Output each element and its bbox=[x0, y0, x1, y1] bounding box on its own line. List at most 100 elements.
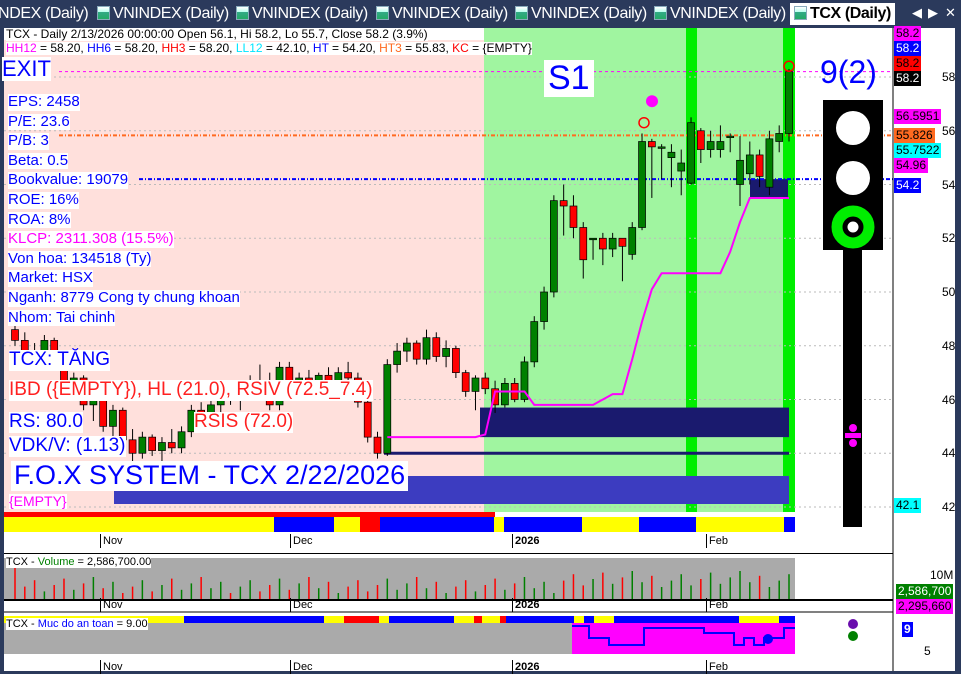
candle-down bbox=[598, 237, 607, 250]
x-tick-label: 2026 bbox=[512, 660, 539, 674]
candle-down bbox=[452, 348, 460, 373]
peak-marker bbox=[638, 116, 650, 129]
signal-strip bbox=[334, 517, 360, 532]
volume-axis-label: 10M bbox=[930, 568, 954, 582]
candle-up bbox=[501, 383, 509, 406]
volume-current-tag: 2,586,700 bbox=[896, 584, 954, 599]
chart-icon bbox=[654, 6, 667, 20]
chart-window: TCX - Daily 2/13/2026 00:00:00 Open 56.1… bbox=[2, 26, 958, 674]
price-tag: 58.2 bbox=[894, 56, 922, 71]
candle-up bbox=[706, 141, 715, 150]
safety-ticker: TCX - bbox=[6, 618, 38, 630]
candle-down bbox=[755, 154, 764, 177]
tab-vnindex-2[interactable]: VNINDEX (Daily) bbox=[236, 3, 368, 25]
indicator-value: = 42.10, bbox=[262, 41, 313, 55]
signal-strip bbox=[784, 517, 795, 532]
safety-axis-label: 5 bbox=[924, 644, 931, 658]
safety-pane-label: TCX - Muc do an toan = 9.00 bbox=[6, 618, 148, 631]
ibd-label: IBD ({EMPTY}), HL (21.0), RSIV (72.5_7.4… bbox=[9, 379, 373, 401]
close-tab-icon[interactable]: ✕ bbox=[945, 5, 956, 20]
candle-down bbox=[432, 337, 441, 357]
scroll-left-icon[interactable]: ◀ bbox=[912, 5, 922, 20]
light-off-icon bbox=[836, 161, 870, 195]
highlight-bar bbox=[783, 28, 795, 512]
signal-strip bbox=[582, 517, 639, 532]
tab-tcx-active[interactable]: TCX (Daily) bbox=[790, 3, 895, 25]
tab-index[interactable]: INDEX (Daily) bbox=[0, 3, 89, 25]
indicator-value: = 55.83, bbox=[401, 41, 453, 55]
x-tick-label: 2026 bbox=[512, 598, 539, 612]
candle-up bbox=[383, 364, 392, 454]
light-center bbox=[846, 220, 860, 234]
ohlc-readout: TCX - Daily 2/13/2026 00:00:00 Open 56.1… bbox=[6, 27, 428, 41]
candle-up bbox=[109, 409, 117, 427]
status-dot bbox=[848, 619, 858, 629]
signal-strip bbox=[639, 517, 696, 532]
candle-down bbox=[167, 442, 176, 449]
safety-strip bbox=[500, 616, 506, 623]
safety-strip bbox=[344, 616, 379, 623]
empty-label: {EMPTY} bbox=[9, 493, 67, 510]
marker-bar bbox=[845, 433, 861, 438]
candle-up bbox=[765, 138, 774, 188]
candle-up bbox=[158, 442, 166, 451]
tab-vnindex-5[interactable]: VNINDEX (Daily) bbox=[654, 3, 786, 25]
x-tick-label: Nov bbox=[100, 598, 123, 612]
candle-up bbox=[657, 146, 666, 149]
tab-label: INDEX (Daily) bbox=[0, 5, 89, 22]
light-off-icon bbox=[836, 111, 870, 145]
y-tick-label: 56 bbox=[942, 123, 956, 138]
marker-dot bbox=[849, 424, 857, 432]
rsis-label: RSIS (72.0) bbox=[194, 411, 294, 433]
marker-dot bbox=[849, 439, 857, 447]
price-tag: 54.2 bbox=[894, 178, 922, 193]
safety-tag: 9 bbox=[902, 622, 913, 637]
candle-up bbox=[745, 154, 754, 175]
highlight-bar bbox=[686, 28, 697, 512]
x-tick-label: Dec bbox=[290, 660, 313, 674]
fundamental-item: Market: HSX bbox=[8, 269, 94, 287]
indicator-value: = 54.20, bbox=[328, 41, 380, 55]
indicator-value: = 58.20, bbox=[36, 41, 88, 55]
candle-up bbox=[589, 237, 597, 241]
tab-vnindex-4[interactable]: VNINDEX (Daily) bbox=[515, 3, 647, 25]
safety-strip bbox=[379, 616, 389, 623]
candle-down bbox=[647, 141, 656, 148]
price-chart[interactable] bbox=[4, 28, 958, 671]
y-tick-label: 46 bbox=[942, 392, 956, 407]
safety-strip bbox=[574, 616, 584, 623]
chart-icon bbox=[376, 6, 389, 20]
chart-icon bbox=[515, 6, 528, 20]
support-zone bbox=[480, 407, 789, 438]
safety-value: = 9.00 bbox=[113, 618, 148, 630]
safety-strip bbox=[506, 616, 574, 623]
price-tag: 55.826 bbox=[894, 128, 935, 143]
x-tick-label: Feb bbox=[706, 660, 728, 674]
candle-up bbox=[677, 162, 686, 172]
safety-name: Muc do an toan bbox=[37, 618, 114, 630]
y-tick-label: 50 bbox=[942, 285, 956, 299]
tab-vnindex-3[interactable]: VNINDEX (Daily) bbox=[376, 3, 508, 25]
tab-vnindex-1[interactable]: VNINDEX (Daily) bbox=[97, 3, 229, 25]
candle-down bbox=[491, 388, 499, 406]
trailing-stop-line bbox=[387, 196, 789, 439]
safety-strip bbox=[739, 616, 779, 623]
tab-label: VNINDEX (Daily) bbox=[252, 5, 368, 22]
tab-bar: INDEX (Daily) VNINDEX (Daily) VNINDEX (D… bbox=[0, 0, 961, 28]
candle-down bbox=[696, 130, 705, 150]
candle-down bbox=[148, 436, 157, 451]
safety-strip bbox=[184, 616, 324, 623]
safety-strip bbox=[324, 616, 344, 623]
candle-down bbox=[373, 436, 382, 454]
x-tick-label: Dec bbox=[290, 534, 313, 548]
fundamental-item: Bookvalue: 19079 bbox=[8, 171, 129, 189]
indicator-readout: HH12 = 58.20, HH6 = 58.20, HH3 = 58.20, … bbox=[6, 41, 532, 56]
x-tick-label: Feb bbox=[706, 598, 728, 612]
tab-label: TCX (Daily) bbox=[810, 5, 891, 22]
candle-up bbox=[667, 151, 676, 158]
tab-label: VNINDEX (Daily) bbox=[392, 5, 508, 22]
vdk-label: VDK/V: (1.13) bbox=[9, 435, 126, 457]
scroll-right-icon[interactable]: ▶ bbox=[928, 5, 938, 20]
candle-up bbox=[726, 135, 735, 138]
fundamental-item: ROA: 8% bbox=[8, 210, 71, 229]
